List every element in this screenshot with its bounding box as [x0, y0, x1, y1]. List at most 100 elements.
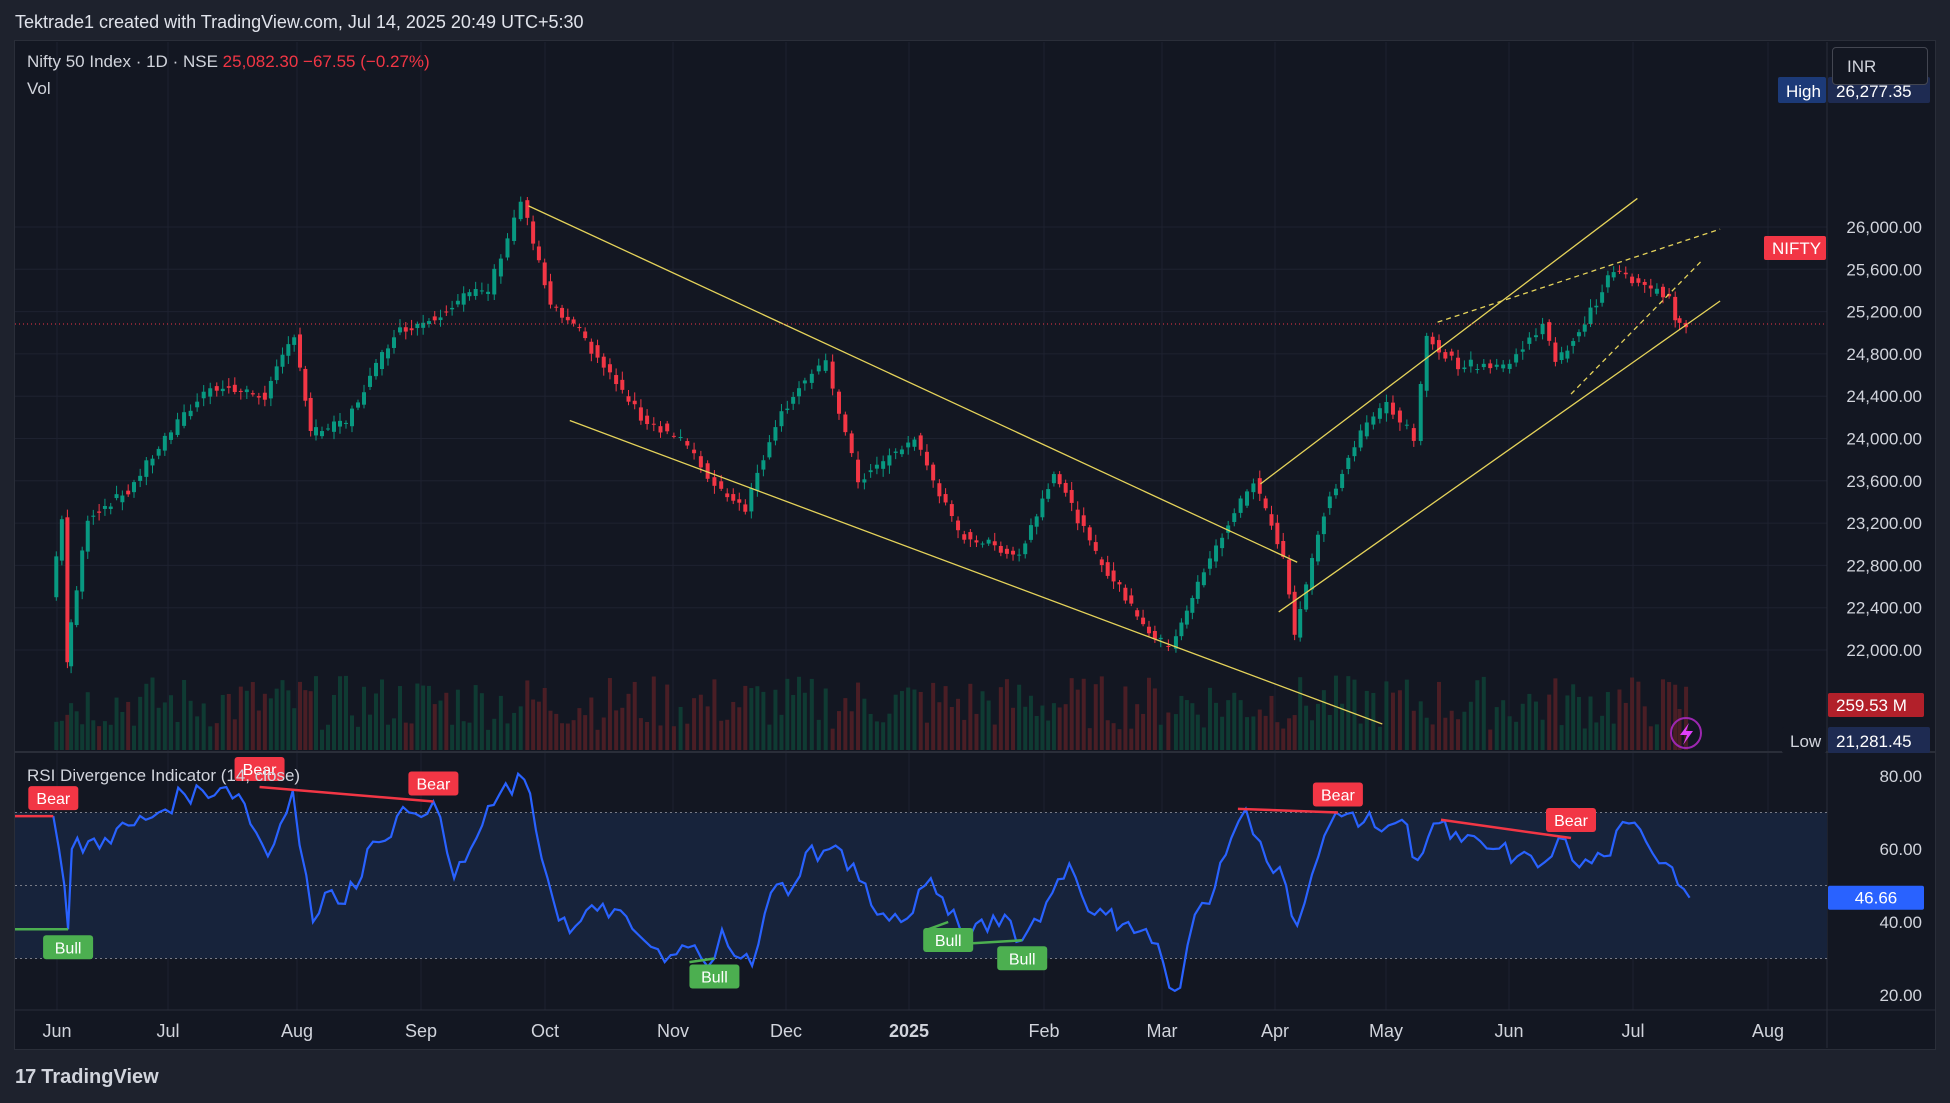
- volume-bar: [893, 694, 898, 750]
- volume-bar: [638, 718, 643, 750]
- volume-bar: [1673, 684, 1678, 750]
- candle-body: [220, 388, 225, 392]
- candle-body: [1488, 363, 1493, 369]
- candle-body: [1654, 288, 1659, 294]
- candle-body: [1588, 307, 1593, 324]
- volume-bar: [809, 678, 814, 750]
- volume-bar: [518, 706, 523, 750]
- volume-bar: [626, 693, 631, 750]
- candle-body: [1449, 351, 1454, 356]
- tradingview-logo[interactable]: 17 TradingView: [15, 1066, 159, 1089]
- price-tick-label: 25,600.00: [1846, 260, 1922, 279]
- volume-bar: [1636, 681, 1641, 750]
- volume-bar: [438, 700, 443, 750]
- candle-body: [678, 437, 683, 439]
- volume-bar: [201, 703, 206, 750]
- volume-bar: [1418, 701, 1423, 750]
- volume-bar: [274, 688, 279, 750]
- candle-body: [1146, 626, 1151, 634]
- volume-bar: [614, 710, 619, 750]
- candle-body: [314, 427, 318, 436]
- candle-body: [1093, 542, 1098, 551]
- volume-bar: [1623, 702, 1628, 750]
- candle-body: [986, 539, 991, 544]
- candle-body: [1304, 584, 1309, 610]
- candle-body: [755, 472, 760, 491]
- volume-bar: [856, 682, 861, 750]
- volume-bar: [743, 685, 748, 750]
- candle-body: [1411, 428, 1416, 441]
- candle-body: [392, 337, 396, 348]
- candle-body: [1166, 645, 1171, 647]
- volume-bar: [779, 714, 784, 750]
- volume-bar: [665, 684, 670, 750]
- volume-bar: [802, 692, 807, 750]
- volume-legend[interactable]: Vol: [27, 79, 51, 98]
- candle-body: [518, 201, 523, 220]
- price-tick-label: 23,200.00: [1846, 514, 1922, 533]
- symbol-legend[interactable]: Nifty 50 Index · 1D · NSE 25,082.30 −67.…: [27, 52, 430, 72]
- candle-body: [651, 423, 656, 425]
- candle-body: [658, 426, 663, 433]
- candle-body: [698, 456, 703, 468]
- volume-bar: [432, 704, 437, 750]
- price-tick-label: 25,200.00: [1846, 303, 1922, 322]
- price-change: −67.55 (−0.27%): [303, 52, 430, 71]
- candle-body: [620, 379, 625, 390]
- candle-body: [1333, 488, 1338, 496]
- candle-body: [1129, 595, 1134, 604]
- candle-body: [280, 354, 285, 367]
- volume-bar: [244, 690, 249, 750]
- rsi-panel-title[interactable]: RSI Divergence Indicator (14, close): [27, 766, 301, 785]
- candle-body: [175, 419, 180, 435]
- footer-bar: 17 TradingView: [0, 1050, 1950, 1103]
- volume-bar: [1263, 715, 1268, 750]
- volume-bar: [1158, 724, 1163, 750]
- candle-body: [308, 397, 313, 431]
- candle-body: [498, 258, 503, 277]
- volume-bar: [1117, 729, 1122, 750]
- volume-bar: [1600, 715, 1605, 750]
- volume-bar: [1507, 716, 1512, 750]
- candle-body: [849, 433, 854, 454]
- candle-body: [968, 532, 973, 540]
- volume-bar: [362, 686, 366, 750]
- volume-bar: [1017, 684, 1022, 750]
- volume-bar: [195, 716, 200, 750]
- candle-body: [705, 463, 710, 479]
- attribution-text: Tektrade1 created with TradingView.com, …: [15, 12, 584, 32]
- volume-bar: [220, 694, 225, 750]
- candle-body: [338, 420, 342, 427]
- candle-body: [931, 464, 936, 481]
- volume-bar: [298, 681, 302, 750]
- volume-bar: [705, 706, 710, 750]
- candle-body: [1507, 363, 1512, 369]
- candle-body: [386, 348, 390, 359]
- volume-bar: [737, 707, 742, 750]
- volume-bar: [74, 711, 79, 750]
- candle-body: [162, 435, 167, 451]
- bull-signal-badge: [923, 928, 974, 952]
- volume-bar: [1281, 728, 1286, 750]
- candle-body: [350, 408, 354, 427]
- candle-body: [601, 356, 606, 368]
- candle-body: [403, 327, 408, 332]
- currency-button[interactable]: INR: [1832, 47, 1928, 85]
- candle-body: [525, 200, 530, 218]
- volume-bar: [712, 679, 717, 750]
- time-tick-label: Nov: [657, 1021, 689, 1041]
- candle-body: [1017, 554, 1022, 556]
- volume-bar: [338, 676, 342, 750]
- candle-body: [1418, 383, 1423, 441]
- volume-bar: [571, 720, 576, 750]
- volume-bar: [1195, 714, 1200, 750]
- candle-body: [797, 388, 802, 397]
- volume-bar: [126, 701, 131, 750]
- candle-body: [906, 442, 911, 448]
- volume-bar: [1384, 681, 1389, 750]
- candle-body: [1051, 474, 1056, 484]
- candle-body: [1075, 509, 1080, 524]
- volume-bar: [314, 676, 318, 750]
- volume-bar: [797, 676, 802, 750]
